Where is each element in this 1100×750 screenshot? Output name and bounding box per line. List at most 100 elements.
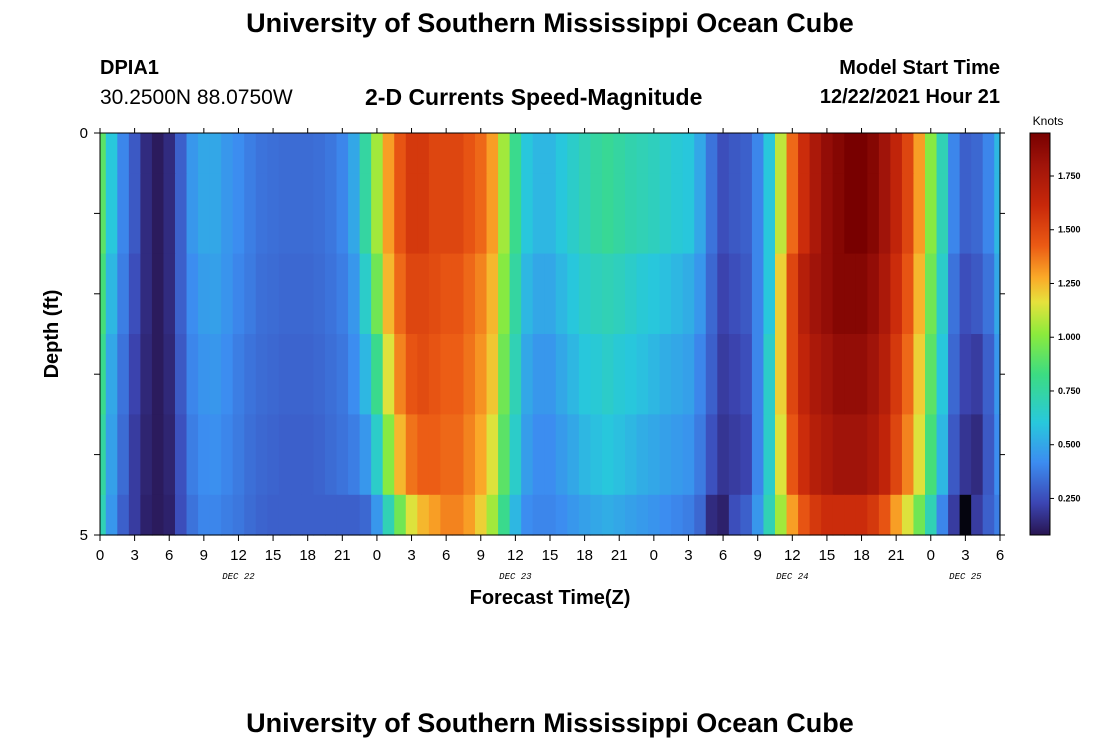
heatmap-cell — [325, 173, 338, 255]
heatmap-cell — [151, 494, 165, 536]
heatmap-cell — [440, 414, 453, 496]
heatmap-cell — [105, 253, 118, 335]
colorbar-tick-label: 1.000 — [1058, 332, 1081, 342]
heatmap-cell — [336, 334, 349, 415]
x-tick-label: 3 — [407, 547, 415, 564]
heatmap-cell — [878, 173, 891, 255]
heatmap-cell — [371, 253, 384, 335]
heatmap-cell — [763, 253, 776, 335]
heatmap-cell — [648, 253, 661, 335]
heatmap-cell — [475, 133, 488, 174]
heatmap-cell — [982, 173, 995, 255]
x-tick-label: 12 — [507, 547, 524, 564]
heatmap-cell — [717, 414, 730, 496]
heatmap-cell — [428, 173, 441, 255]
heatmap-cell — [717, 494, 730, 536]
heatmap-cell — [671, 334, 684, 415]
heatmap-cell — [728, 173, 741, 255]
heatmap-cell — [925, 414, 938, 496]
heatmap-cell — [948, 494, 961, 536]
heatmap-cell — [451, 253, 465, 335]
heatmap-cell — [925, 334, 938, 415]
heatmap-cell — [925, 494, 938, 536]
heatmap-cell — [163, 173, 176, 255]
heatmap-cell — [705, 334, 718, 415]
heatmap-cell — [440, 133, 453, 174]
heatmap-cell — [301, 494, 315, 536]
heatmap-cell — [232, 494, 245, 536]
heatmap-cell — [925, 173, 938, 255]
heatmap-cell — [509, 414, 522, 496]
heatmap-cell — [100, 414, 107, 496]
heatmap-cell — [936, 173, 949, 255]
heatmap-cell — [186, 494, 199, 536]
heatmap-cell — [405, 334, 418, 415]
x-day-label: DEC 25 — [949, 572, 982, 582]
heatmap-cell — [255, 334, 268, 415]
heatmap-cell — [578, 133, 591, 174]
heatmap-cell — [440, 334, 453, 415]
model-start-value: 12/22/2021 Hour 21 — [819, 86, 1000, 108]
heatmap-cell — [313, 414, 326, 496]
heatmap-cell — [636, 334, 649, 415]
heatmap-cell — [832, 253, 845, 335]
heatmap-cell — [648, 494, 661, 536]
heatmap-cell — [301, 414, 315, 496]
heatmap-cell — [948, 253, 961, 335]
heatmap-cell — [578, 494, 591, 536]
heatmap-cell — [613, 494, 626, 536]
x-tick-label: 12 — [784, 547, 801, 564]
heatmap-cell — [544, 334, 557, 415]
heatmap-cell — [475, 253, 488, 335]
colorbar-tick-label: 1.500 — [1058, 225, 1081, 235]
heatmap-cell — [567, 414, 580, 496]
heatmap-cell — [982, 334, 995, 415]
heatmap-cell — [198, 494, 211, 536]
heatmap-cell — [325, 133, 338, 174]
heatmap-cell — [521, 253, 534, 335]
heatmap-cell — [601, 173, 615, 255]
heatmap-cell — [463, 173, 476, 255]
heatmap-cell — [798, 133, 811, 174]
x-tick-label: 15 — [819, 547, 836, 564]
heatmap-cell — [775, 494, 788, 536]
heatmap-cell — [382, 334, 395, 415]
x-tick-label: 6 — [719, 547, 727, 564]
heatmap-cell — [498, 334, 511, 415]
x-tick-label: 0 — [373, 547, 381, 564]
heatmap-cell — [994, 133, 1001, 174]
heatmap-cell — [890, 334, 903, 415]
heatmap-cell — [844, 414, 857, 496]
heatmap-cell — [521, 133, 534, 174]
heatmap-cell — [532, 494, 545, 536]
heatmap-cell — [809, 414, 822, 496]
heatmap-cell — [578, 253, 591, 335]
heatmap-cell — [475, 494, 488, 536]
heatmap-cell — [394, 173, 407, 255]
heatmap-cell — [198, 253, 211, 335]
heatmap-cell — [325, 253, 338, 335]
heatmap-cell — [809, 173, 822, 255]
heatmap-cell — [867, 494, 880, 536]
heatmap-cell — [682, 414, 695, 496]
heatmap-cell — [786, 253, 799, 335]
heatmap-cell — [971, 334, 984, 415]
heatmap-cell — [428, 414, 441, 496]
heatmap-cell — [994, 173, 1001, 255]
heatmap-cell — [959, 494, 972, 536]
heatmap-cell — [901, 253, 915, 335]
heatmap-cell — [359, 334, 372, 415]
heatmap-cell — [428, 253, 441, 335]
heatmap-cell — [105, 414, 118, 496]
heatmap-cell — [475, 414, 488, 496]
heatmap-cell — [901, 133, 915, 174]
heatmap-cell — [290, 494, 303, 536]
heatmap-cell — [486, 334, 499, 415]
heatmap-cell — [694, 133, 707, 174]
colorbar-tick-label: 0.500 — [1058, 440, 1081, 450]
heatmap-cell — [151, 133, 165, 174]
heatmap-cell — [532, 414, 545, 496]
heatmap-cell — [948, 334, 961, 415]
colorbar-ticks: 0.250 0.500 0.750 1.000 1.250 1.500 1.750 — [1050, 171, 1081, 503]
heatmap-cell — [890, 253, 903, 335]
